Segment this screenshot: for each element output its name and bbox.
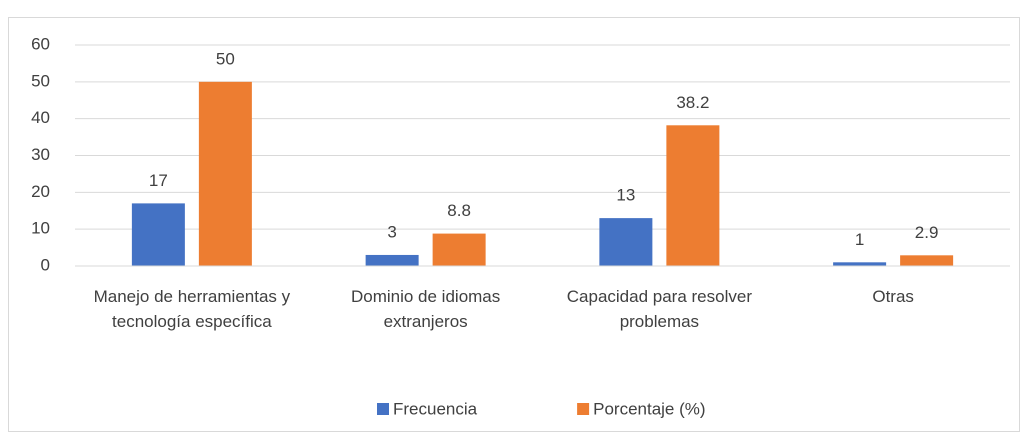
- label-line: Capacidad para resolver: [567, 287, 753, 306]
- label-line: Manejo de herramientas y: [94, 287, 291, 306]
- bar: [365, 254, 419, 266]
- legend-label: Porcentaje (%): [593, 399, 705, 418]
- label-line: Otras: [872, 287, 914, 306]
- bar: [599, 218, 653, 266]
- y-tick-label: 10: [31, 219, 50, 238]
- data-label: 1: [855, 230, 864, 249]
- x-tick-label: Dominio de idiomas extranjeros: [351, 287, 500, 331]
- data-label: 8.8: [447, 201, 471, 220]
- label-line: extranjeros: [384, 312, 468, 331]
- x-tick-label: Manejo de herramientas y tecnología espec…: [94, 287, 291, 331]
- legend-label: Frecuencia: [393, 399, 478, 418]
- y-tick-label: 0: [41, 255, 50, 274]
- label-line: tecnología específica: [112, 312, 272, 331]
- bar: [833, 262, 887, 266]
- data-label: 38.2: [676, 93, 709, 112]
- y-tick-label: 30: [31, 145, 50, 164]
- bar: [131, 203, 185, 266]
- bar: [198, 81, 252, 266]
- y-tick-label: 60: [31, 34, 50, 53]
- bar: [666, 125, 720, 267]
- data-label: 3: [387, 222, 396, 241]
- bar: [432, 233, 486, 266]
- data-label: 2.9: [915, 223, 939, 242]
- label-line: Dominio de idiomas: [351, 287, 500, 306]
- data-label: 13: [616, 186, 635, 205]
- y-tick-label: 50: [31, 71, 50, 90]
- x-tick-label: Capacidad para resolver problemas: [567, 287, 753, 331]
- legend-swatch: [377, 403, 389, 415]
- x-tick-label: Otras: [872, 287, 914, 306]
- label-line: problemas: [620, 312, 699, 331]
- legend-swatch: [577, 403, 590, 415]
- data-label: 17: [149, 171, 168, 190]
- y-tick-label: 40: [31, 108, 50, 127]
- data-label: 50: [216, 49, 235, 68]
- bar: [900, 255, 954, 266]
- y-tick-label: 20: [31, 182, 50, 201]
